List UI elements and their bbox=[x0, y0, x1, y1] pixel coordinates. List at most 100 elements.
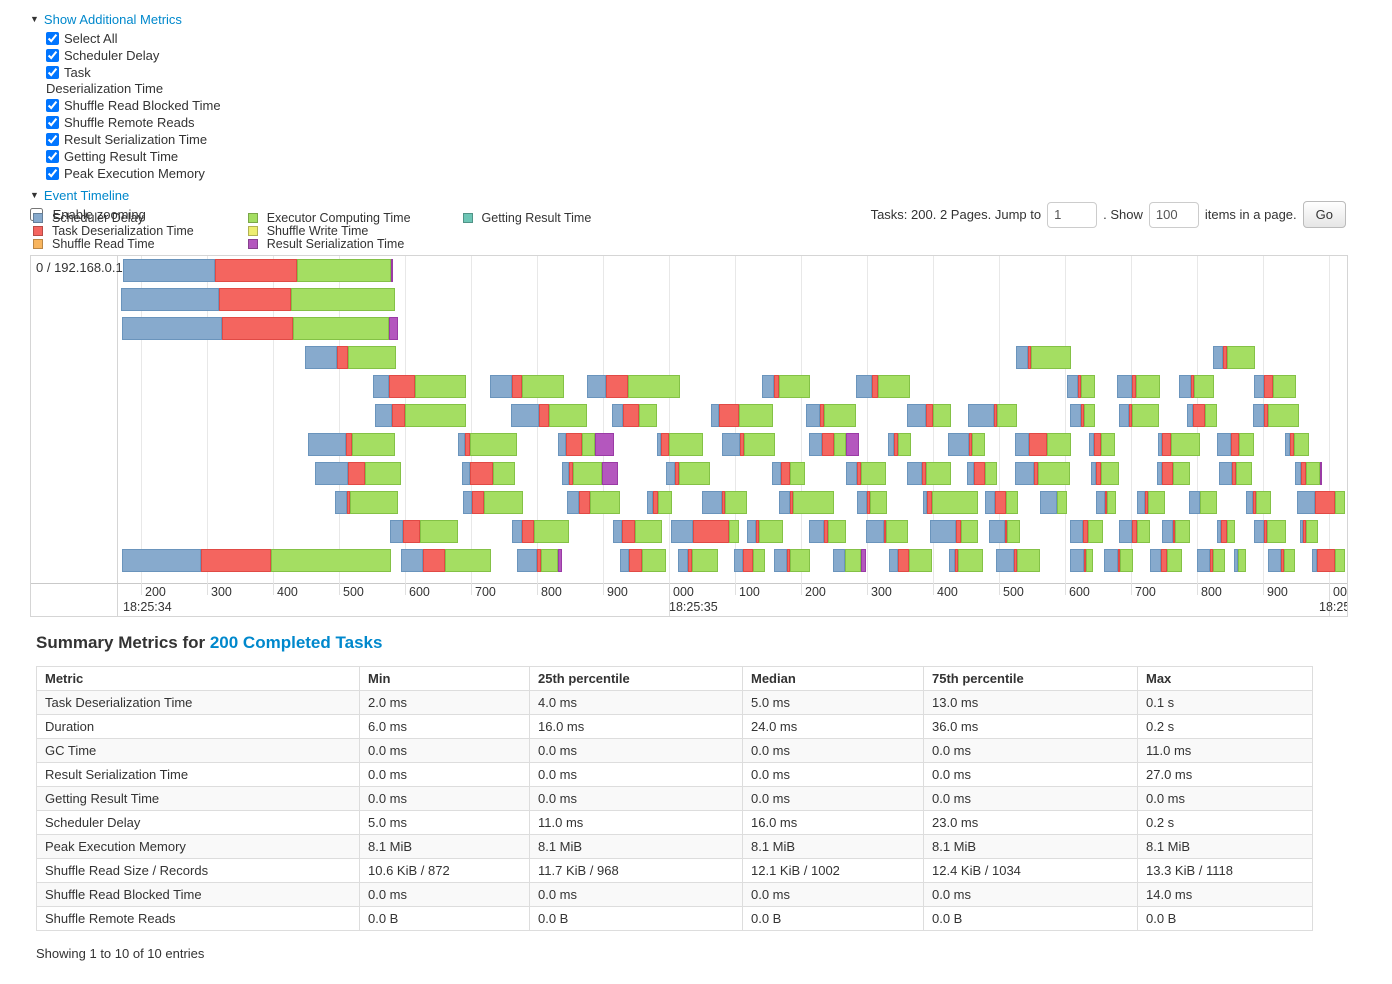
metric-checkbox[interactable] bbox=[46, 99, 59, 112]
metric-checkbox[interactable] bbox=[46, 32, 59, 45]
task-bar[interactable] bbox=[866, 520, 908, 543]
task-bar[interactable] bbox=[613, 520, 662, 543]
task-bar[interactable] bbox=[121, 288, 395, 311]
task-bar[interactable] bbox=[463, 491, 523, 514]
task-bar[interactable] bbox=[1297, 491, 1345, 514]
task-bar[interactable] bbox=[458, 433, 517, 456]
task-bar[interactable] bbox=[1067, 375, 1095, 398]
task-bar[interactable] bbox=[587, 375, 680, 398]
task-bar[interactable] bbox=[702, 491, 747, 514]
task-bar[interactable] bbox=[1150, 549, 1182, 572]
task-bar[interactable] bbox=[1254, 520, 1286, 543]
task-bar[interactable] bbox=[734, 549, 765, 572]
task-bar[interactable] bbox=[1015, 462, 1070, 485]
task-bar[interactable] bbox=[1040, 491, 1067, 514]
task-bar[interactable] bbox=[517, 549, 562, 572]
task-bar[interactable] bbox=[856, 375, 910, 398]
task-bar[interactable] bbox=[774, 549, 810, 572]
timeline-plot-area[interactable] bbox=[118, 256, 1347, 583]
metric-checkbox[interactable] bbox=[46, 133, 59, 146]
task-bar[interactable] bbox=[1189, 491, 1217, 514]
task-bar[interactable] bbox=[1213, 346, 1255, 369]
task-bar[interactable] bbox=[122, 317, 398, 340]
task-bar[interactable] bbox=[678, 549, 718, 572]
task-bar[interactable] bbox=[996, 549, 1040, 572]
task-bar[interactable] bbox=[1119, 404, 1159, 427]
task-bar[interactable] bbox=[1300, 520, 1318, 543]
task-bar[interactable] bbox=[833, 549, 866, 572]
items-per-page-input[interactable] bbox=[1148, 201, 1199, 228]
task-bar[interactable] bbox=[889, 549, 932, 572]
task-bar[interactable] bbox=[1246, 491, 1271, 514]
task-bar[interactable] bbox=[907, 404, 951, 427]
task-bar[interactable] bbox=[647, 491, 672, 514]
task-bar[interactable] bbox=[711, 404, 773, 427]
task-bar[interactable] bbox=[657, 433, 703, 456]
task-bar[interactable] bbox=[967, 462, 997, 485]
metric-checkbox[interactable] bbox=[46, 150, 59, 163]
task-bar[interactable] bbox=[612, 404, 657, 427]
task-bar[interactable] bbox=[1070, 404, 1095, 427]
task-bar[interactable] bbox=[989, 520, 1020, 543]
task-bar[interactable] bbox=[1096, 491, 1116, 514]
task-bar[interactable] bbox=[846, 462, 886, 485]
task-bar[interactable] bbox=[722, 433, 775, 456]
task-bar[interactable] bbox=[1217, 433, 1254, 456]
task-bar[interactable] bbox=[1157, 462, 1190, 485]
task-bar[interactable] bbox=[1015, 433, 1071, 456]
task-bar[interactable] bbox=[857, 491, 887, 514]
task-bar[interactable] bbox=[512, 520, 569, 543]
task-bar[interactable] bbox=[462, 462, 515, 485]
task-bar[interactable] bbox=[666, 462, 710, 485]
task-bar[interactable] bbox=[375, 404, 466, 427]
task-bar[interactable] bbox=[930, 520, 978, 543]
task-bar[interactable] bbox=[923, 491, 978, 514]
task-bar[interactable] bbox=[1234, 549, 1246, 572]
task-bar[interactable] bbox=[511, 404, 587, 427]
task-bar[interactable] bbox=[308, 433, 395, 456]
task-bar[interactable] bbox=[1119, 520, 1150, 543]
task-bar[interactable] bbox=[490, 375, 564, 398]
completed-tasks-link[interactable]: 200 Completed Tasks bbox=[209, 633, 383, 652]
event-timeline-link[interactable]: Event Timeline bbox=[43, 188, 130, 203]
task-bar[interactable] bbox=[1268, 549, 1295, 572]
task-bar[interactable] bbox=[888, 433, 911, 456]
event-timeline-toggle[interactable]: ▼ Event Timeline bbox=[30, 188, 250, 203]
task-bar[interactable] bbox=[1070, 549, 1093, 572]
task-bar[interactable] bbox=[985, 491, 1018, 514]
task-bar[interactable] bbox=[1070, 520, 1103, 543]
task-bar[interactable] bbox=[1091, 462, 1119, 485]
task-bar[interactable] bbox=[1187, 404, 1217, 427]
task-bar[interactable] bbox=[1285, 433, 1309, 456]
task-bar[interactable] bbox=[1253, 404, 1299, 427]
task-bar[interactable] bbox=[1179, 375, 1214, 398]
task-bar[interactable] bbox=[948, 433, 985, 456]
task-bar[interactable] bbox=[809, 520, 846, 543]
task-bar[interactable] bbox=[1197, 549, 1225, 572]
metric-checkbox[interactable] bbox=[46, 49, 59, 62]
task-bar[interactable] bbox=[1158, 433, 1200, 456]
task-bar[interactable] bbox=[949, 549, 983, 572]
show-additional-metrics-link[interactable]: Show Additional Metrics bbox=[43, 12, 182, 27]
task-bar[interactable] bbox=[779, 491, 834, 514]
task-bar[interactable] bbox=[968, 404, 1017, 427]
task-bar[interactable] bbox=[762, 375, 810, 398]
task-bar[interactable] bbox=[401, 549, 491, 572]
task-bar[interactable] bbox=[1117, 375, 1160, 398]
task-bar[interactable] bbox=[747, 520, 783, 543]
metric-checkbox[interactable] bbox=[46, 66, 59, 79]
task-bar[interactable] bbox=[567, 491, 620, 514]
task-bar[interactable] bbox=[1104, 549, 1133, 572]
metric-checkbox[interactable] bbox=[46, 167, 59, 180]
task-bar[interactable] bbox=[1219, 462, 1252, 485]
jump-to-page-input[interactable] bbox=[1047, 201, 1098, 228]
task-bar[interactable] bbox=[907, 462, 951, 485]
task-bar[interactable] bbox=[123, 259, 393, 282]
task-bar[interactable] bbox=[562, 462, 618, 485]
task-bar[interactable] bbox=[1137, 491, 1165, 514]
task-bar[interactable] bbox=[122, 549, 391, 572]
task-bar[interactable] bbox=[809, 433, 859, 456]
task-bar[interactable] bbox=[620, 549, 666, 572]
task-bar[interactable] bbox=[1312, 549, 1345, 572]
task-bar[interactable] bbox=[1217, 520, 1235, 543]
